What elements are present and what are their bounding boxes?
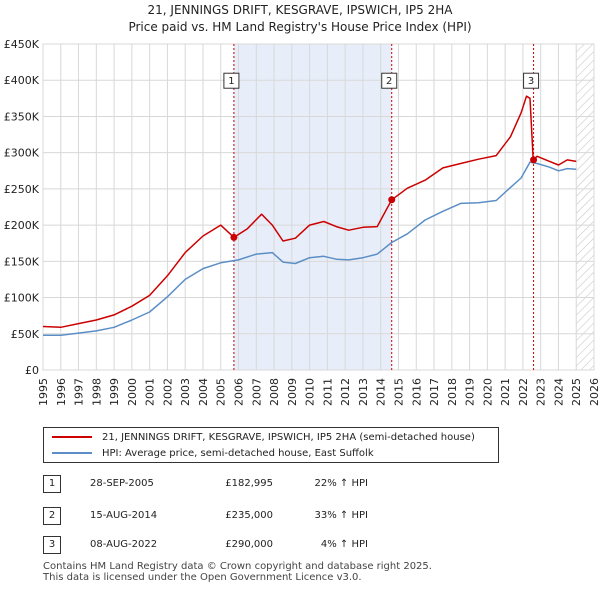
x-tick-label: 1995 xyxy=(37,378,50,406)
y-tick-label: £200K xyxy=(4,219,40,232)
x-tick-label: 2015 xyxy=(392,378,405,406)
chart-title: 21, JENNINGS DRIFT, KESGRAVE, IPSWICH, I… xyxy=(147,3,453,17)
y-tick-label: £0 xyxy=(25,364,39,377)
x-tick-label: 2006 xyxy=(233,378,246,406)
transaction-number: 1 xyxy=(43,475,61,493)
footer-licence: This data is licensed under the Open Gov… xyxy=(43,572,362,583)
y-tick-label: £450K xyxy=(4,38,40,51)
x-tick-label: 2019 xyxy=(464,378,477,406)
x-tick-label: 2014 xyxy=(375,378,388,406)
y-tick-label: £300K xyxy=(4,147,40,160)
transaction-row: 2 15-AUG-2014 £235,000 33% ↑ HPI xyxy=(43,507,483,525)
x-tick-label: 1998 xyxy=(90,378,103,406)
transaction-label: 3 xyxy=(528,76,534,87)
x-tick-label: 2008 xyxy=(268,378,281,406)
x-tick-label: 2004 xyxy=(197,378,210,406)
ownership-shading xyxy=(233,44,392,370)
x-tick-label: 2007 xyxy=(250,378,263,406)
footer-note: Contains HM Land Registry data © Crown c… xyxy=(43,561,432,583)
legend-label-hpi: HPI: Average price, semi-detached house,… xyxy=(102,448,374,459)
x-tick-label: 2016 xyxy=(410,378,423,406)
x-tick-label: 2003 xyxy=(179,378,192,406)
legend: 21, JENNINGS DRIFT, KESGRAVE, IPSWICH, I… xyxy=(43,427,499,463)
x-tick-label: 2011 xyxy=(321,378,334,406)
transaction-date: 28-SEP-2005 xyxy=(90,478,154,489)
x-tick-label: 1996 xyxy=(55,378,68,406)
x-tick-label: 2023 xyxy=(535,378,548,406)
x-tick-label: 2013 xyxy=(357,378,370,406)
transaction-point xyxy=(388,196,396,204)
x-tick-label: 2020 xyxy=(481,378,494,406)
legend-label-property: 21, JENNINGS DRIFT, KESGRAVE, IPSWICH, I… xyxy=(102,432,475,443)
price-chart: £0 £50K £100K £150K £200K £250K £300K £350K £400… xyxy=(4,38,600,406)
x-tick-label: 2012 xyxy=(339,378,352,406)
legend-item-hpi: HPI: Average price, semi-detached house,… xyxy=(52,446,374,462)
transaction-label-box xyxy=(223,72,240,89)
x-tick-label: 2021 xyxy=(499,378,512,406)
transaction-price: £182,995 xyxy=(225,478,273,489)
transaction-label: 2 xyxy=(386,76,392,87)
y-tick-label: £350K xyxy=(4,110,40,123)
transaction-number: 3 xyxy=(43,536,61,554)
x-tick-label: 2018 xyxy=(446,378,459,406)
x-tick-label: 2025 xyxy=(570,378,583,406)
legend-item-property: 21, JENNINGS DRIFT, KESGRAVE, IPSWICH, I… xyxy=(52,430,475,446)
y-tick-label: £100K xyxy=(4,292,40,305)
x-tick-label: 2000 xyxy=(126,378,139,406)
legend-swatch-property xyxy=(52,436,92,438)
transaction-date: 15-AUG-2014 xyxy=(90,510,158,521)
x-tick-label: 2022 xyxy=(517,378,530,406)
transaction-point xyxy=(530,156,538,164)
property-price-line xyxy=(42,95,577,329)
transaction-hpi-change: 4% ↑ HPI xyxy=(320,539,368,550)
x-tick-label: 2005 xyxy=(215,378,228,406)
hpi-line xyxy=(43,161,577,336)
transaction-price: £290,000 xyxy=(225,539,273,550)
x-tick-label: 2024 xyxy=(552,378,565,406)
x-tick-label: 1997 xyxy=(73,378,86,406)
transaction-label-box xyxy=(523,72,540,89)
transaction-row: 1 28-SEP-2005 £182,995 22% ↑ HPI xyxy=(43,475,483,493)
transaction-number: 2 xyxy=(43,507,61,525)
transaction-hpi-change: 33% ↑ HPI xyxy=(314,510,368,521)
x-tick-label: 1999 xyxy=(108,378,121,406)
forecast-hatch xyxy=(576,44,594,370)
y-tick-label: £50K xyxy=(11,328,40,341)
x-tick-label: 2017 xyxy=(428,378,441,406)
x-tick-label: 2026 xyxy=(588,378,600,406)
x-tick-label: 2010 xyxy=(304,378,317,406)
transaction-date: 08-AUG-2022 xyxy=(90,539,158,550)
transaction-label: 1 xyxy=(228,76,234,87)
transaction-hpi-change: 22% ↑ HPI xyxy=(314,478,368,489)
footer-copyright: Contains HM Land Registry data © Crown c… xyxy=(43,561,432,572)
y-tick-label: £250K xyxy=(4,183,40,196)
transaction-price: £235,000 xyxy=(225,510,273,521)
x-tick-label: 2009 xyxy=(286,378,299,406)
legend-swatch-hpi xyxy=(52,452,92,454)
x-tick-label: 2002 xyxy=(161,378,174,406)
transaction-point xyxy=(230,233,238,241)
transaction-label-box xyxy=(381,72,398,89)
chart-subtitle: Price paid vs. HM Land Registry's House … xyxy=(128,20,472,34)
transaction-row: 3 08-AUG-2022 £290,000 4% ↑ HPI xyxy=(43,536,483,554)
x-tick-label: 2001 xyxy=(144,378,157,406)
y-tick-label: £400K xyxy=(4,74,40,87)
y-tick-label: £150K xyxy=(4,255,40,268)
